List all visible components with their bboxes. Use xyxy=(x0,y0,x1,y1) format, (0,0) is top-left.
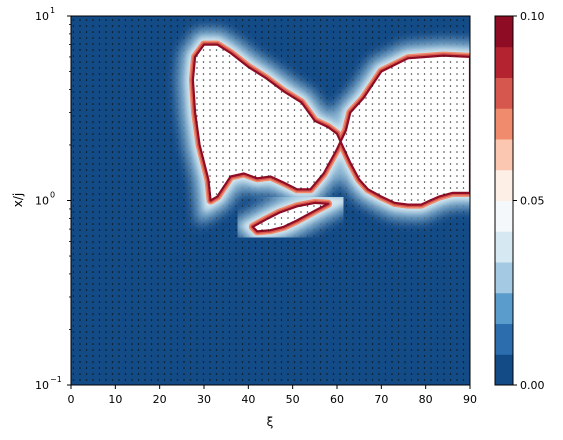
colorbar-level xyxy=(495,78,513,109)
colorbar-level xyxy=(495,139,513,170)
x-tick-label: 90 xyxy=(463,393,477,406)
colorbar-tick-label: 0.10 xyxy=(520,10,545,23)
colorbar-level xyxy=(495,16,513,47)
colorbar-level xyxy=(495,324,513,355)
x-axis: 0 10 20 30 40 50 60 70 80 90 xyxy=(68,385,478,406)
colorbar xyxy=(495,16,513,386)
x-tick-label: 40 xyxy=(241,393,255,406)
colorbar-level xyxy=(495,108,513,139)
y-tick-exponent: 0 xyxy=(50,191,55,200)
x-tick-label: 0 xyxy=(68,393,75,406)
x-tick-label: 30 xyxy=(197,393,211,406)
colorbar-level xyxy=(495,262,513,293)
y-axis-label: x/j xyxy=(11,193,25,207)
colorbar-tick-label: 0.05 xyxy=(520,195,545,208)
y-tick-exponent: 1 xyxy=(50,6,55,15)
colorbar-level xyxy=(495,293,513,324)
colorbar-level xyxy=(495,231,513,262)
colorbar-tick-label: 0.00 xyxy=(520,379,545,392)
x-tick-label: 20 xyxy=(153,393,167,406)
x-tick-label: 70 xyxy=(374,393,388,406)
colorbar-level xyxy=(495,170,513,201)
x-axis-label: ξ xyxy=(267,415,274,429)
x-tick-label: 80 xyxy=(419,393,433,406)
y-tick-exponent: −1 xyxy=(50,375,62,384)
colorbar-level xyxy=(495,354,513,385)
colorbar-level xyxy=(495,47,513,78)
plot-area xyxy=(71,16,470,385)
x-tick-label: 10 xyxy=(108,393,122,406)
colorbar-level xyxy=(495,201,513,232)
y-tick-label: 10 xyxy=(35,379,49,392)
x-tick-label: 50 xyxy=(286,393,300,406)
colorbar-axis: 0.00 0.05 0.10 xyxy=(513,10,545,392)
y-tick-label: 10 xyxy=(35,195,49,208)
y-tick-label: 10 xyxy=(35,10,49,23)
x-tick-label: 60 xyxy=(330,393,344,406)
